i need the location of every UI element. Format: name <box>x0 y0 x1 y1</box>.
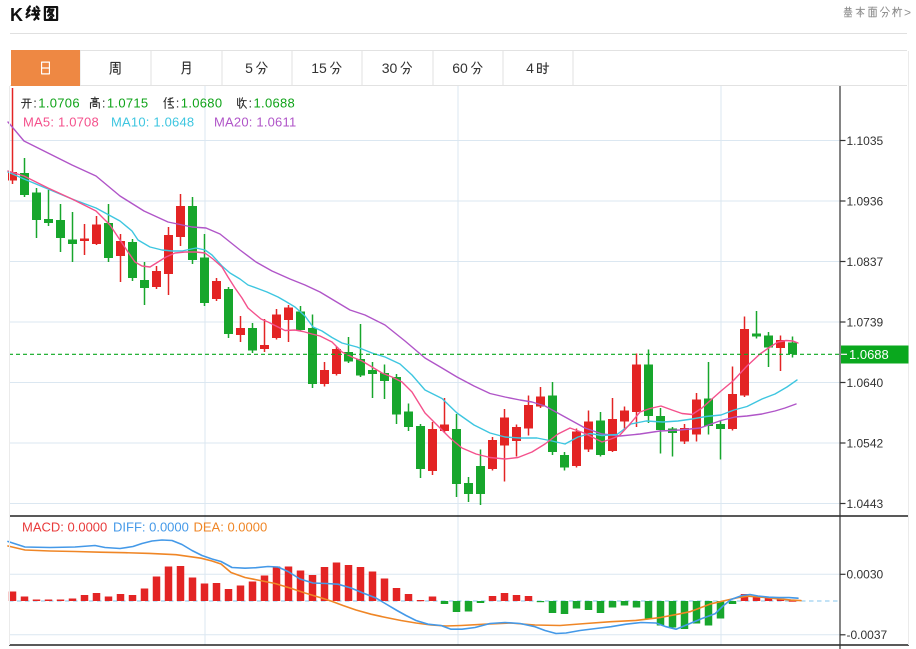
svg-text:K: K <box>10 5 23 25</box>
svg-text:MA5: 1.0708: MA5: 1.0708 <box>23 115 99 130</box>
svg-text:DEA: 0.0000: DEA: 0.0000 <box>194 520 268 535</box>
svg-text:MA10: 1.0648: MA10: 1.0648 <box>111 115 194 130</box>
svg-text:15: 15 <box>311 60 327 76</box>
svg-text:1.0837: 1.0837 <box>847 255 884 269</box>
svg-text:1.0739: 1.0739 <box>847 315 884 329</box>
svg-text:>: > <box>904 6 911 20</box>
svg-text:0.0030: 0.0030 <box>847 568 884 582</box>
svg-text:1.0443: 1.0443 <box>847 497 884 511</box>
svg-text:1.0542: 1.0542 <box>847 436 884 450</box>
svg-text:4: 4 <box>526 60 534 76</box>
svg-text::: : <box>176 96 180 111</box>
svg-text:1.0680: 1.0680 <box>181 96 223 111</box>
svg-text:30: 30 <box>382 60 398 76</box>
svg-text:60: 60 <box>452 60 468 76</box>
svg-text:DIFF: 0.0000: DIFF: 0.0000 <box>113 520 189 535</box>
svg-text:1.0706: 1.0706 <box>38 96 80 111</box>
svg-text:1.1035: 1.1035 <box>847 134 884 148</box>
svg-text:1.0936: 1.0936 <box>847 194 884 208</box>
svg-text:MACD: 0.0000: MACD: 0.0000 <box>22 520 107 535</box>
svg-text:5: 5 <box>245 60 253 76</box>
svg-text:1.0688: 1.0688 <box>254 96 296 111</box>
svg-text:MA20: 1.0611: MA20: 1.0611 <box>214 115 296 130</box>
svg-text::: : <box>33 96 37 111</box>
svg-text:1.0715: 1.0715 <box>107 96 149 111</box>
svg-text:-0.0037: -0.0037 <box>847 628 888 642</box>
svg-text::: : <box>102 96 106 111</box>
svg-text:1.0640: 1.0640 <box>847 376 884 390</box>
svg-text:1.0688: 1.0688 <box>849 347 889 362</box>
svg-text::: : <box>249 96 253 111</box>
